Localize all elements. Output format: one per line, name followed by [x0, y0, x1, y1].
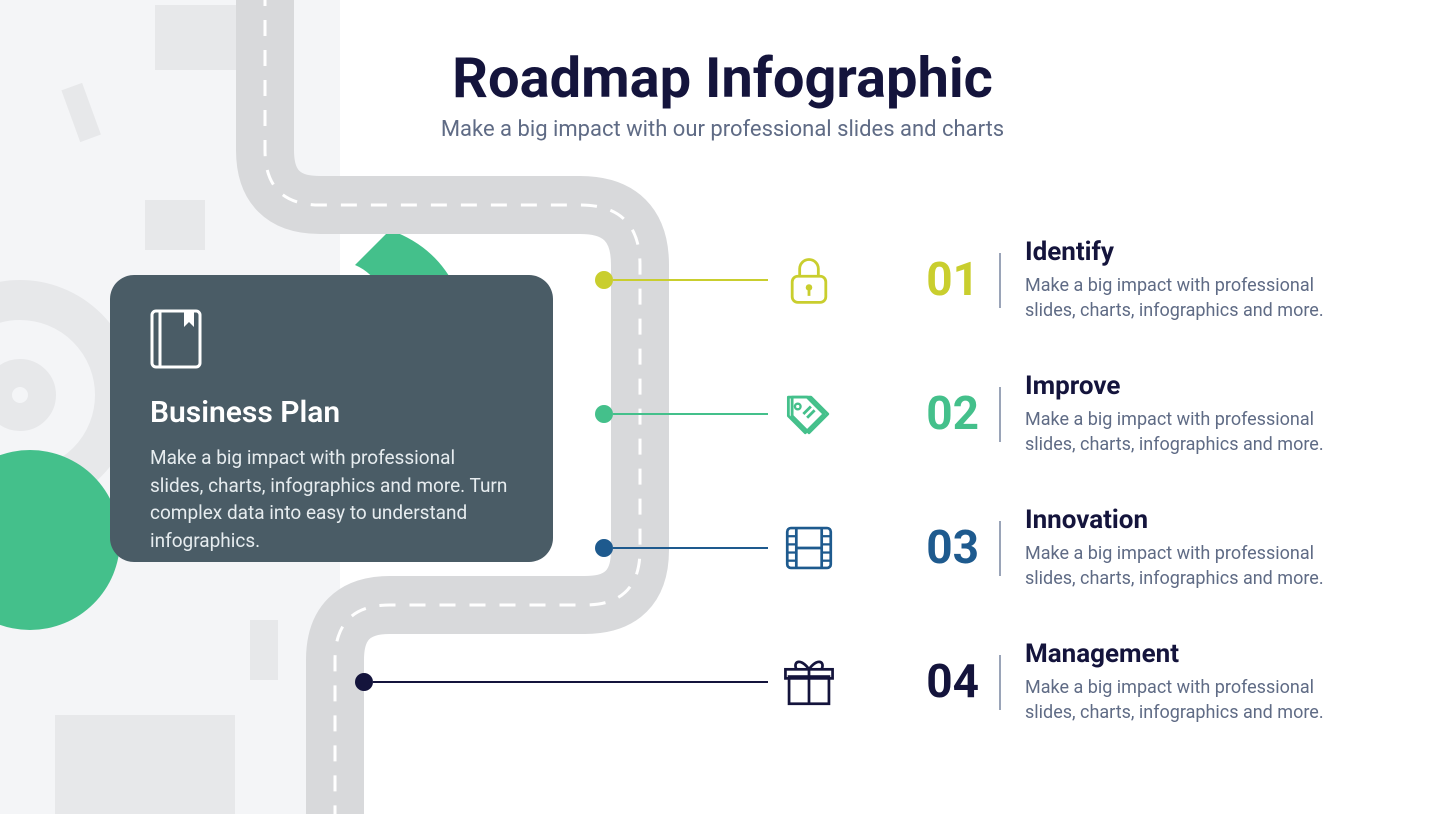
step-04: 04 Management Make a big impact with pro… [355, 632, 1385, 732]
book-icon [150, 309, 202, 369]
film-icon [774, 513, 844, 583]
step-divider [999, 655, 1001, 710]
step-divider [999, 521, 1001, 576]
gift-icon [774, 647, 844, 717]
step-connector [373, 681, 768, 683]
step-title: Management [1025, 639, 1385, 669]
step-text: Innovation Make a big impact with profes… [1025, 505, 1385, 591]
step-title: Innovation [1025, 505, 1385, 535]
step-title: Identify [1025, 237, 1385, 267]
step-connector [613, 413, 768, 415]
step-02: 02 Improve Make a big impact with profes… [595, 364, 1385, 464]
step-number: 01 [884, 253, 979, 307]
step-desc: Make a big impact with professional slid… [1025, 675, 1365, 725]
business-plan-card: Business Plan Make a big impact with pro… [110, 275, 553, 562]
step-03: 03 Innovation Make a big impact with pro… [595, 498, 1385, 598]
step-text: Management Make a big impact with profes… [1025, 639, 1385, 725]
plan-card-title: Business Plan [150, 395, 513, 430]
tag-icon [774, 379, 844, 449]
lock-icon [774, 245, 844, 315]
step-connector [613, 279, 768, 281]
step-dot [595, 539, 613, 557]
step-dot [595, 271, 613, 289]
header: Roadmap Infographic Make a big impact wi… [0, 45, 1445, 142]
step-number: 03 [884, 521, 979, 575]
page-subtitle: Make a big impact with our professional … [0, 117, 1445, 142]
step-desc: Make a big impact with professional slid… [1025, 273, 1365, 323]
step-text: Identify Make a big impact with professi… [1025, 237, 1385, 323]
step-desc: Make a big impact with professional slid… [1025, 407, 1365, 457]
step-text: Improve Make a big impact with professio… [1025, 371, 1385, 457]
step-dot [355, 673, 373, 691]
page-title: Roadmap Infographic [0, 45, 1445, 111]
step-divider [999, 253, 1001, 308]
step-divider [999, 387, 1001, 442]
step-number: 04 [884, 655, 979, 709]
step-connector [613, 547, 768, 549]
step-dot [595, 405, 613, 423]
plan-card-body: Make a big impact with professional slid… [150, 444, 513, 554]
step-title: Improve [1025, 371, 1385, 401]
step-01: 01 Identify Make a big impact with profe… [595, 230, 1385, 330]
step-desc: Make a big impact with professional slid… [1025, 541, 1365, 591]
step-number: 02 [884, 387, 979, 441]
